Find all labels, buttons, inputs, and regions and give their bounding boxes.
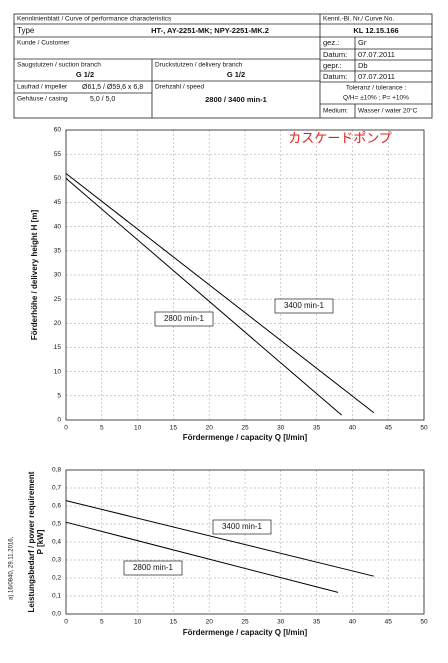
speed: 2800 / 3400 min-1 [205, 95, 267, 104]
line [65, 173, 375, 414]
line [65, 521, 339, 593]
y-tick-label: 60 [54, 127, 62, 134]
drawn: Gr [358, 38, 367, 47]
casing-label: Gehäuse / casing [17, 96, 68, 103]
line [65, 177, 342, 416]
series-label-box [154, 311, 214, 327]
series-label: 2800 min-1 [164, 314, 205, 323]
medium-label: Medium: [323, 108, 348, 115]
x-tick-label: 5 [100, 619, 104, 626]
curve-no-label: Kennl.-Bl. Nr./ Curve No. [323, 16, 394, 23]
x-tick-label: 25 [241, 425, 249, 432]
y-axis-label: P [kW] [36, 529, 45, 554]
y-tick-label: 0,6 [52, 503, 61, 510]
x-tick-label: 50 [420, 425, 428, 432]
type-label: Type [17, 26, 35, 35]
x-axis-label: Fördermenge / capacity Q [l/min] [183, 628, 308, 637]
x-tick-label: 35 [313, 619, 321, 626]
tolerance-label: Toleranz / tolerance : [346, 85, 407, 92]
speed-label: Drehzahl / speed [155, 84, 205, 91]
x-tick-label: 45 [385, 619, 393, 626]
y-tick-label: 50 [54, 175, 62, 182]
x-tick-label: 0 [64, 619, 68, 626]
header-frame [13, 13, 433, 119]
plot-frame [65, 469, 425, 615]
x-tick-label: 5 [100, 425, 104, 432]
curve-no: KL 12.15.166 [353, 26, 398, 35]
y-tick-label: 55 [54, 151, 62, 158]
x-tick-label: 35 [313, 425, 321, 432]
x-tick-label: 50 [420, 619, 428, 626]
date: 07.07.2011 [358, 72, 395, 81]
x-tick-label: 40 [349, 619, 357, 626]
x-tick-label: 30 [277, 425, 285, 432]
date: 07.07.2011 [358, 50, 395, 59]
checked-label: gepr.: [323, 61, 342, 70]
line [65, 500, 374, 577]
x-tick-label: 25 [241, 619, 249, 626]
y-tick-label: 0,3 [52, 557, 61, 564]
y-tick-label: 10 [54, 368, 62, 375]
x-tick-label: 15 [170, 425, 178, 432]
y-tick-label: 15 [54, 344, 62, 351]
x-tick-label: 10 [134, 425, 142, 432]
y-tick-label: 0,5 [52, 521, 61, 528]
customer-label: Kunde / Customer [17, 40, 70, 47]
y-tick-label: 40 [54, 223, 62, 230]
drawn-label: gez.: [323, 38, 339, 47]
y-tick-label: 0,8 [52, 467, 61, 474]
x-axis-label: Fördermenge / capacity Q [l/min] [183, 433, 308, 442]
x-tick-label: 30 [277, 619, 285, 626]
series-label-box [274, 298, 334, 314]
x-tick-label: 20 [206, 619, 214, 626]
y-tick-label: 0,0 [52, 611, 61, 618]
date-label: Datum: [323, 50, 347, 59]
annotation: カスケードポンプ [288, 130, 392, 145]
plot-frame [65, 129, 425, 421]
impeller: Ø61,5 / Ø59,6 x 6,8 [82, 84, 143, 91]
side-note: a) 16/0840, 29.11.2016, [9, 536, 15, 600]
casing: 5,0 / 5,0 [90, 96, 115, 103]
y-tick-label: 0,7 [52, 485, 61, 492]
x-tick-label: 10 [134, 619, 142, 626]
medium: Wasser / water 20°C [358, 107, 418, 115]
series-label-box [212, 519, 272, 535]
series-label: 3400 min-1 [284, 301, 325, 310]
sheet: Kennlinienblatt / Curve of performance c… [17, 16, 172, 23]
date-label: Datum: [323, 72, 347, 81]
x-tick-label: 45 [385, 425, 393, 432]
y-tick-label: 45 [54, 199, 62, 206]
x-tick-label: 40 [349, 425, 357, 432]
y-axis-label: Leistungsbedarf / power requirement [27, 471, 36, 612]
x-tick-label: 15 [170, 619, 178, 626]
y-axis-label: Förderhöhe / delivery height H [m] [30, 210, 39, 341]
y-tick-label: 0 [57, 417, 61, 424]
tolerance: Q/H= ±10% ; P= +10% [343, 95, 409, 102]
suction: G 1/2 [76, 70, 94, 79]
x-tick-label: 20 [206, 425, 214, 432]
x-tick-label: 0 [64, 425, 68, 432]
y-tick-label: 25 [54, 296, 62, 303]
y-tick-label: 0,4 [52, 539, 61, 546]
y-tick-label: 35 [54, 248, 62, 255]
checked: Db [358, 61, 368, 70]
suction-label: Saugstutzen / suction branch [17, 62, 101, 69]
y-tick-label: 5 [57, 393, 61, 400]
type: HT-, AY-2251-MK; NPY-2251-MK.2 [151, 26, 269, 35]
series-label: 3400 min-1 [222, 522, 263, 531]
series-label-box [123, 560, 183, 576]
series-label: 2800 min-1 [133, 563, 174, 572]
y-tick-label: 20 [54, 320, 62, 327]
delivery: G 1/2 [227, 70, 245, 79]
y-tick-label: 0,2 [52, 575, 61, 582]
y-tick-label: 0,1 [52, 593, 61, 600]
impeller-label: Laufrad / impeller [17, 84, 68, 91]
delivery-label: Druckstutzen / delivery branch [155, 62, 243, 69]
y-tick-label: 30 [54, 272, 62, 279]
